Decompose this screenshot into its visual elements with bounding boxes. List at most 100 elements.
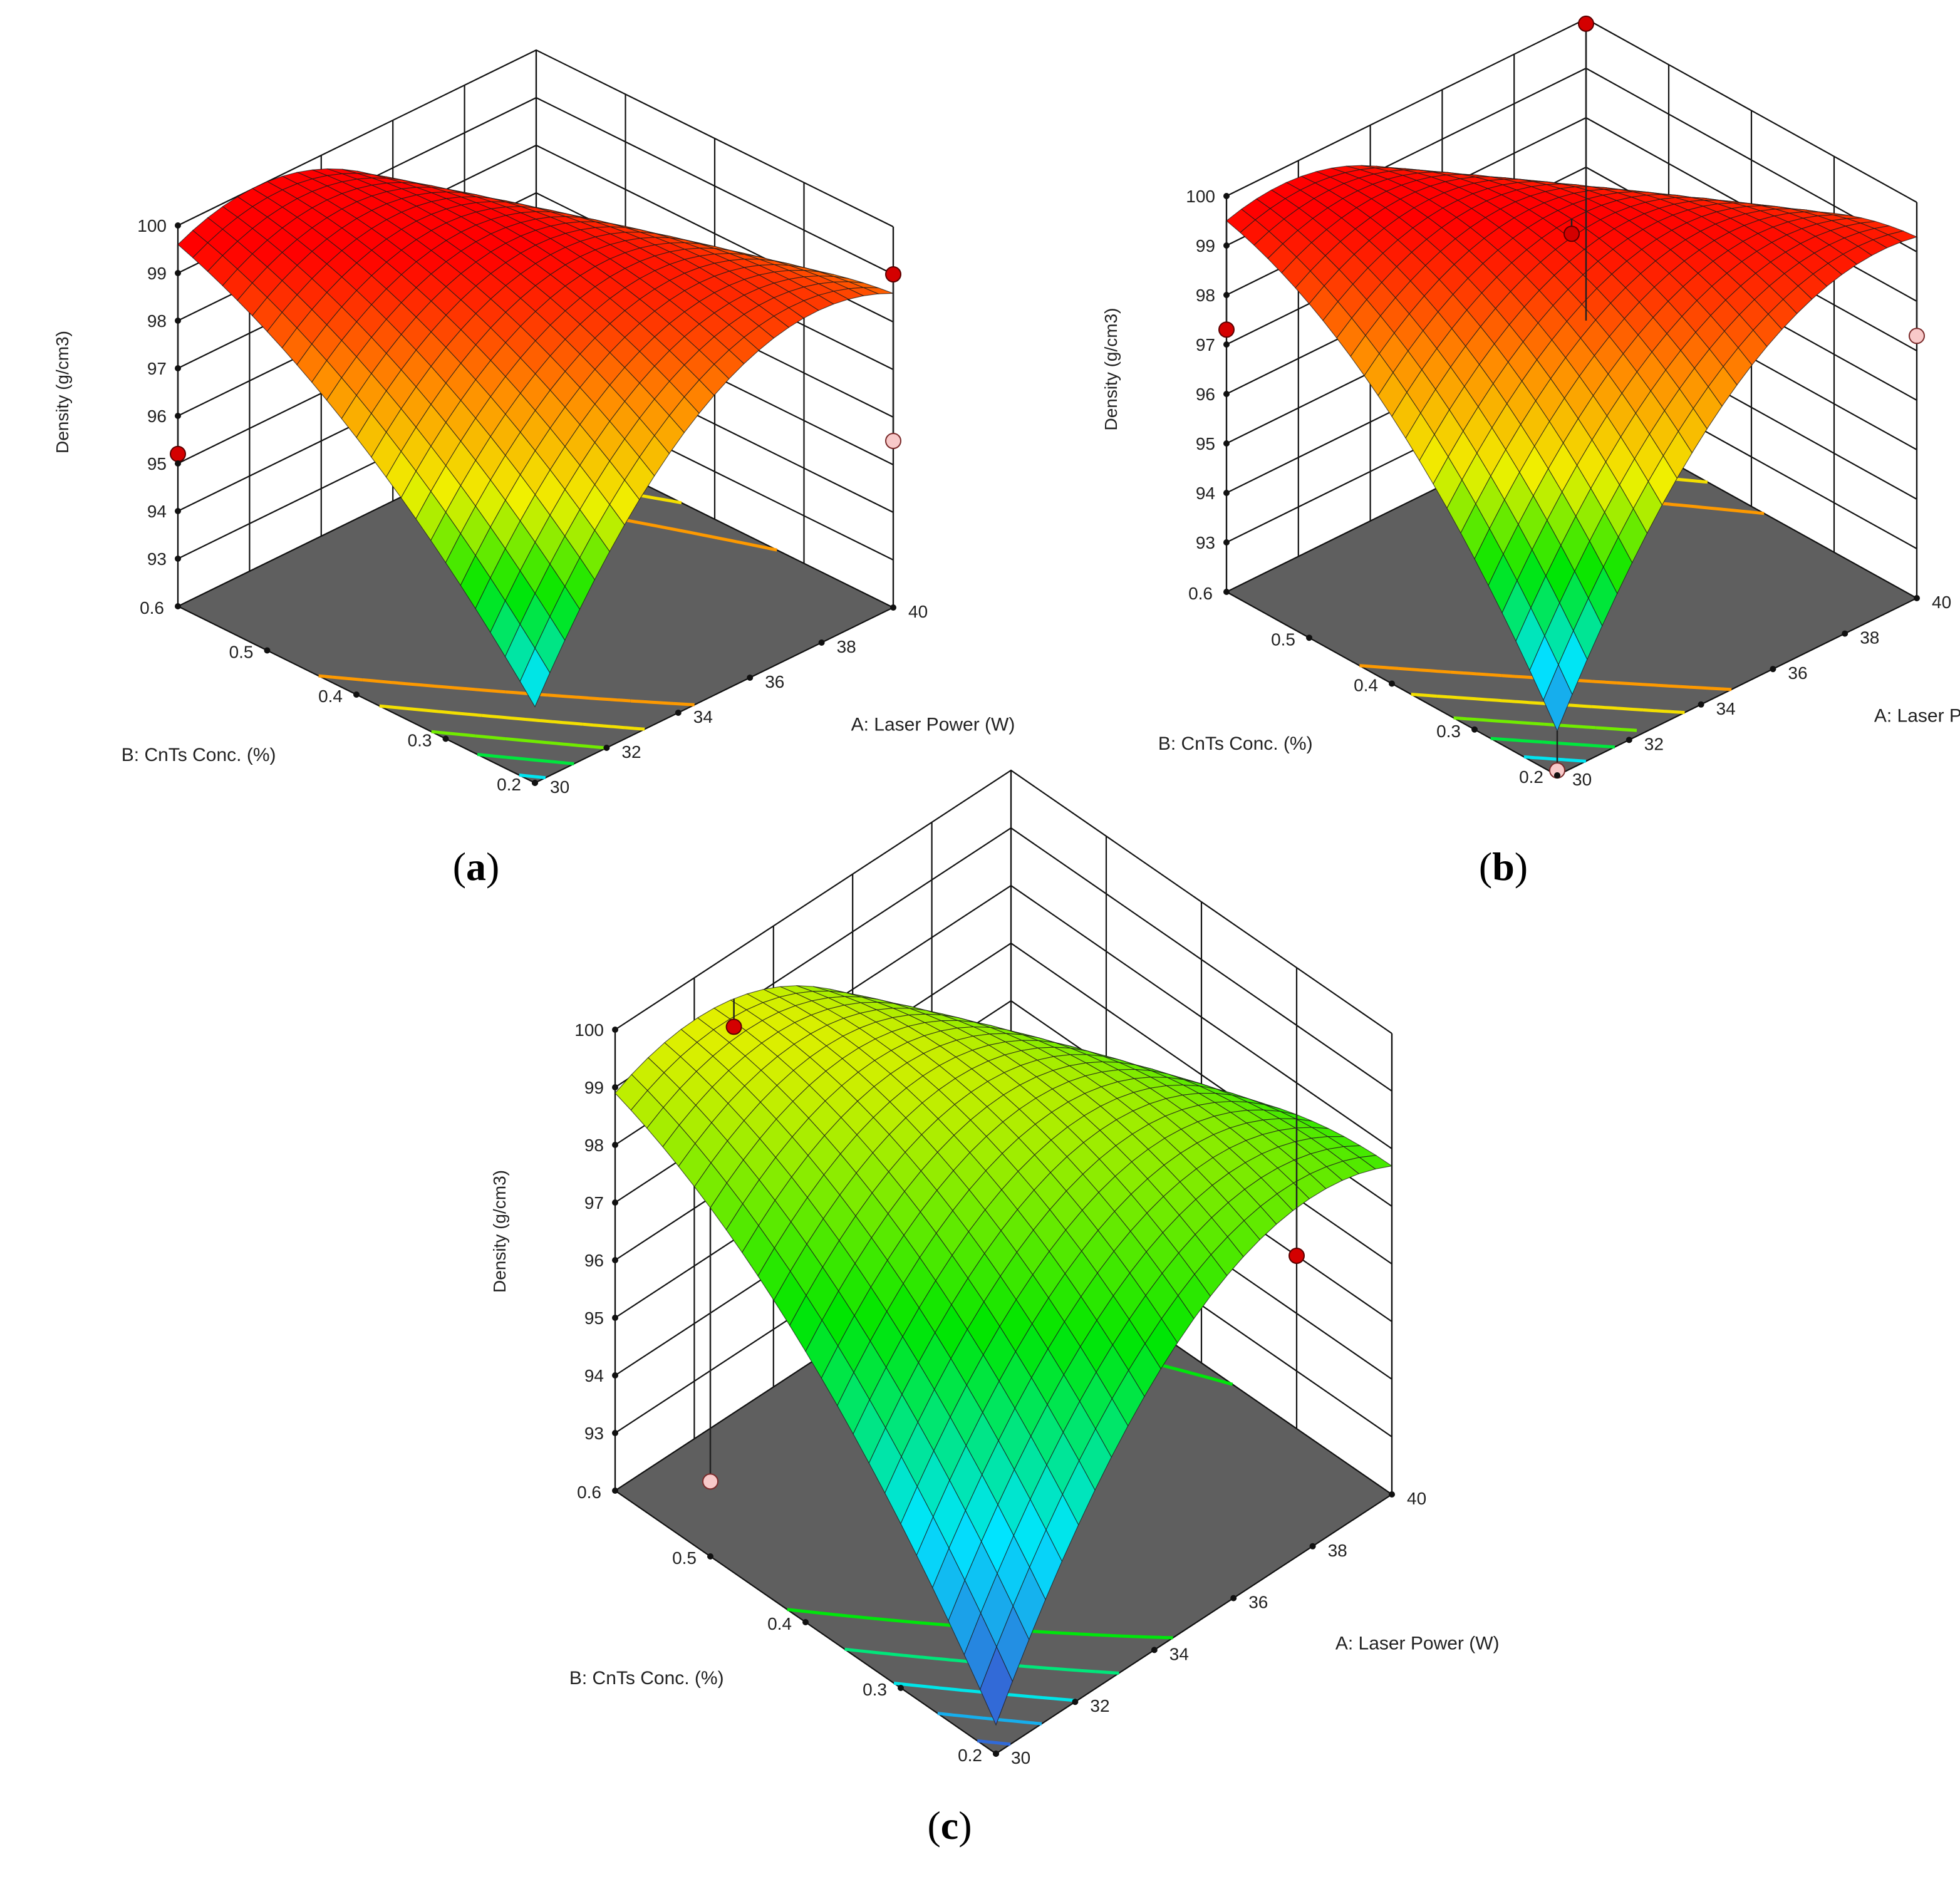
wall-grid-line (614, 769, 1392, 1034)
z-tick-mark (1223, 391, 1230, 397)
design-point-above (1578, 15, 1594, 32)
y-tick-mark (532, 780, 538, 786)
z-tick-label: 96 (584, 1251, 604, 1270)
x-tick-mark (1309, 1543, 1316, 1550)
y-tick-mark (1306, 634, 1312, 641)
design-point-below (1909, 328, 1925, 344)
x-axis-label: A: Laser Power (W) (1874, 706, 1960, 727)
z-tick-mark (1223, 440, 1230, 447)
z-tick-label: 96 (1196, 385, 1215, 404)
y-tick-label: 0.3 (408, 731, 432, 750)
z-tick-mark (612, 1315, 618, 1321)
x-tick-label: 30 (550, 777, 569, 797)
x-tick-mark (1914, 595, 1920, 601)
z-tick-label: 95 (1196, 434, 1215, 453)
z-tick-label: 94 (1196, 484, 1215, 503)
y-tick-mark (802, 1619, 809, 1625)
y-tick-label: 0.3 (863, 1680, 887, 1699)
x-axis-label: A: Laser Power (W) (851, 714, 1015, 735)
z-tick-label: 94 (147, 502, 167, 521)
x-tick-mark (1626, 737, 1632, 743)
x-tick-mark (675, 710, 682, 716)
x-tick-label: 36 (1788, 663, 1807, 683)
z-tick-mark (612, 1257, 618, 1263)
surface-cell (1543, 664, 1573, 732)
x-tick-mark (1151, 1647, 1158, 1653)
z-axis-label: Density (g/cm3) (490, 1170, 509, 1293)
z-tick-mark (175, 556, 181, 562)
panel-label-a-open: ( (453, 844, 466, 889)
x-tick-mark (1770, 666, 1776, 673)
z-tick-label: 98 (147, 311, 167, 331)
y-tick-label: 0.4 (767, 1614, 792, 1633)
panel-c-points-below (702, 1208, 718, 1490)
y-tick-mark (707, 1553, 713, 1560)
y-tick-label: 0.4 (1354, 676, 1378, 695)
surface-cell (519, 647, 551, 708)
z-tick-mark (612, 1199, 618, 1206)
y-axis-label: B: CnTs Conc. (%) (122, 745, 276, 765)
panel-a-points-above (170, 244, 901, 462)
z-tick-label: 95 (584, 1308, 604, 1328)
z-tick-mark (612, 1084, 618, 1090)
y-tick-label: 0.2 (497, 775, 521, 794)
x-tick-label: 30 (1011, 1748, 1030, 1767)
panel-label-c-close: ) (958, 1803, 972, 1848)
design-point-above (170, 445, 186, 462)
z-tick-mark (175, 508, 181, 514)
panel-b-surface-plot: 93 94 95 96 97 98 99 100 Density (g/cm3) 30 32 34 36… (1101, 15, 1960, 789)
z-tick-mark (175, 365, 181, 371)
x-tick-label: 30 (1572, 770, 1592, 789)
y-tick-label: 0.2 (1519, 767, 1543, 787)
x-tick-mark (890, 604, 896, 611)
panel-label-b-letter: b (1492, 844, 1515, 889)
x-tick-label: 36 (1248, 1593, 1268, 1612)
z-tick-label: 100 (137, 216, 167, 235)
y-tick-mark (1471, 726, 1478, 733)
y-tick-label: 0.6 (1188, 584, 1213, 603)
x-tick-mark (1389, 1491, 1395, 1498)
z-tick-mark (1223, 292, 1230, 298)
z-tick-label: 94 (584, 1366, 604, 1385)
y-tick-label: 0.4 (318, 686, 343, 706)
surface-cell (980, 1645, 1013, 1726)
z-tick-label: 98 (1196, 286, 1215, 305)
panel-c-axes: 93 94 95 96 97 98 99 100 Density (g/cm3) 30 32 34 36… (490, 1020, 1500, 1767)
design-point-above (1563, 225, 1580, 242)
design-point-below (885, 433, 901, 449)
panel-c-points-above (725, 998, 1305, 1264)
x-tick-label: 40 (1407, 1489, 1426, 1508)
x-tick-label: 32 (1090, 1696, 1109, 1715)
z-tick-mark (1223, 242, 1230, 249)
y-tick-label: 0.6 (140, 598, 164, 618)
x-tick-label: 34 (1169, 1644, 1189, 1664)
z-tick-label: 96 (147, 406, 167, 426)
z-tick-label: 99 (147, 264, 167, 283)
x-tick-mark (818, 639, 825, 646)
panel-label-b: (b) (1479, 844, 1528, 889)
z-tick-mark (175, 460, 181, 467)
z-tick-mark (175, 222, 181, 229)
z-tick-mark (612, 1027, 618, 1033)
x-tick-label: 34 (1716, 699, 1736, 718)
z-tick-label: 99 (584, 1078, 604, 1097)
y-tick-mark (264, 647, 271, 654)
y-tick-label: 0.3 (1436, 722, 1461, 741)
x-tick-mark (1698, 701, 1704, 708)
z-tick-mark (1223, 539, 1230, 546)
y-tick-mark (898, 1685, 904, 1691)
x-tick-mark (747, 675, 754, 681)
panel-c-response-surface (614, 985, 1393, 1726)
z-tick-mark (175, 318, 181, 324)
z-tick-label: 97 (584, 1193, 604, 1213)
panel-b-points-below (1549, 237, 1925, 779)
design-point-above (725, 1018, 742, 1035)
y-tick-mark (442, 735, 449, 742)
y-tick-label: 0.5 (1271, 629, 1295, 649)
y-tick-label: 0.6 (577, 1483, 601, 1502)
y-tick-mark (612, 1488, 618, 1494)
panel-label-c: (c) (927, 1803, 972, 1848)
design-point-above (1218, 321, 1235, 338)
panel-a-points-below (885, 293, 901, 449)
contour-line-94 (1523, 414, 1590, 763)
